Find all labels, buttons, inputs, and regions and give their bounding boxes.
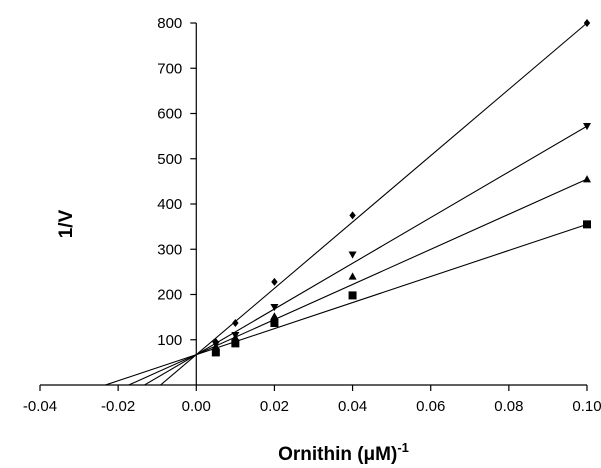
x-tick-label: 0.10 (572, 398, 601, 415)
x-axis-title-superscript: -1 (397, 440, 409, 455)
data-point-triangle-down (348, 251, 357, 259)
y-tick-label: 200 (157, 287, 182, 304)
data-point-triangle-up (583, 175, 591, 183)
data-point-square (583, 220, 591, 229)
data-points (211, 19, 591, 357)
x-tick-label: -0.02 (101, 398, 135, 415)
data-point-square (231, 339, 240, 348)
y-tick-label: 600 (157, 106, 182, 123)
data-point-square (211, 348, 220, 357)
y-tick-label: 100 (157, 332, 182, 349)
y-tick-label: 400 (157, 196, 182, 213)
x-axis-title: Ornithin (μM)-1 (278, 440, 409, 465)
data-point-square (348, 291, 357, 300)
data-point-triangle-up (231, 333, 240, 341)
y-tick-label: 800 (157, 15, 182, 32)
y-tick-label: 300 (157, 241, 182, 258)
data-point-triangle-down (270, 303, 279, 312)
x-tick-label: 0.00 (182, 398, 211, 415)
fit-line-triangle-up (128, 178, 588, 386)
x-tick-label: 0.08 (494, 398, 523, 415)
x-ticks: -0.04 -0.02 0.00 0.02 0.04 0.06 0.08 0.10 (23, 385, 601, 415)
y-tick-label: 500 (157, 151, 182, 168)
data-point-triangle-up (270, 312, 279, 320)
x-axis-title-text: Ornithin (μM) (278, 444, 397, 465)
data-point-diamond (349, 211, 356, 220)
y-axis-title: 1/V (56, 209, 77, 238)
x-tick-label: 0.06 (416, 398, 445, 415)
data-point-triangle-down (583, 122, 591, 131)
data-point-diamond (271, 277, 278, 286)
data-point-triangle-up (211, 342, 220, 350)
data-point-diamond (583, 19, 591, 27)
fit-line-triangle-down (144, 125, 588, 386)
data-point-diamond (232, 319, 239, 328)
x-tick-label: 0.02 (260, 398, 289, 415)
fit-line-square (105, 223, 588, 386)
data-point-square (270, 319, 279, 328)
x-tick-label: -0.04 (23, 398, 57, 415)
fit-line-diamond (159, 22, 588, 386)
y-tick-label: 700 (157, 60, 182, 77)
y-ticks: 100 200 300 400 500 600 700 800 (157, 15, 197, 349)
x-tick-label: 0.04 (338, 398, 367, 415)
data-point-triangle-up (348, 272, 357, 280)
